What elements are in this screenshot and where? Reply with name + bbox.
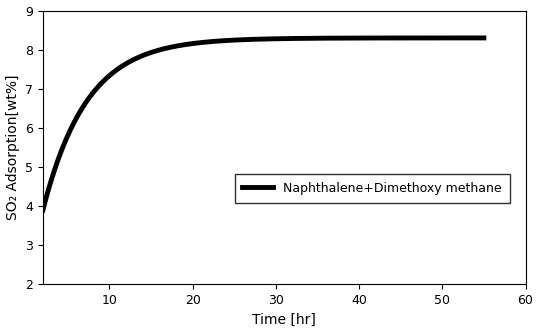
Legend: Naphthalene+Dimethoxy methane: Naphthalene+Dimethoxy methane <box>234 174 509 203</box>
Naphthalene+Dimethoxy methane <box>85 98 91 102</box>
X-axis label: Time [hr]: Time [hr] <box>252 312 316 326</box>
Naphthalene+Dimethoxy methane <box>218 39 224 43</box>
Naphthalene+Dimethoxy methane <box>342 36 349 40</box>
Naphthalene+Dimethoxy methane <box>234 38 240 42</box>
Naphthalene+Dimethoxy methane <box>39 208 46 212</box>
Naphthalene+Dimethoxy methane <box>481 36 487 40</box>
Line: Naphthalene+Dimethoxy methane: Naphthalene+Dimethoxy methane <box>43 38 484 210</box>
Y-axis label: SO₂ Adsorption[wt%]: SO₂ Adsorption[wt%] <box>5 75 19 220</box>
Naphthalene+Dimethoxy methane <box>384 36 390 40</box>
Naphthalene+Dimethoxy methane <box>391 36 398 40</box>
